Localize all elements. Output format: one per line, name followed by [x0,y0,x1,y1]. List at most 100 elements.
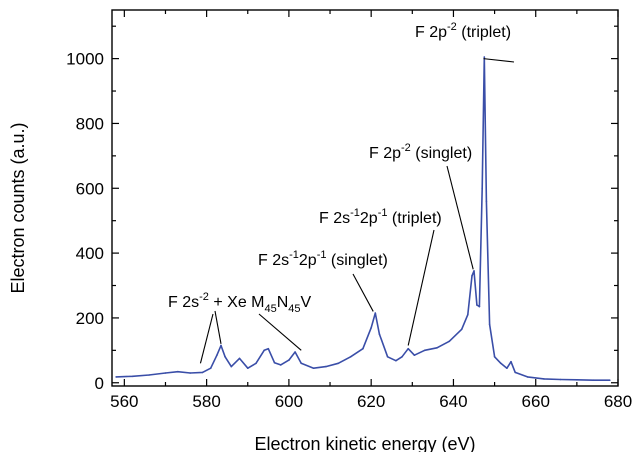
spectrum-point [337,362,340,365]
spectrum-point [526,376,529,378]
spectrum-point [220,344,222,347]
spectrum-point [609,379,611,382]
spectrum-point [201,371,204,374]
spectrum-point [177,370,179,373]
x-tick-label: 580 [192,392,220,411]
spectrum-point [115,376,117,378]
annotation-text: F 2s [258,252,289,269]
spectrum-point [448,340,451,343]
y-axis-title: Electron counts (a.u.) [8,122,28,293]
spectrum-point [460,328,463,331]
spectrum-point [349,356,352,358]
axes [111,9,619,387]
annotation-text: F 2s [168,294,199,311]
annotation-text: + Xe M [209,294,265,311]
spectrum-point [436,347,438,349]
spectrum-point [473,270,475,272]
spectrum-point [189,372,191,374]
spectrum-point [476,304,478,306]
annotation-label: F 2s-12p-1 (triplet) [319,207,442,227]
annotation-text: F 2p [369,145,401,162]
annotation-text: 2p [299,252,317,269]
annotation-leader-line [407,229,435,346]
annotation-text: (triplet) [457,24,511,41]
spectrum-point [506,367,508,370]
spectrum-point [255,362,257,365]
annotation-text: F 2s [319,210,350,227]
annotation-text: V [301,294,312,311]
spectrum-point [263,349,266,352]
x-tick-label: 560 [110,392,138,411]
annotation-label: F 2p-2 (triplet) [415,21,511,41]
plot-frame [111,9,619,387]
spectrum-point [164,372,167,374]
annotation-text: F 2p [415,24,447,41]
x-tick-label: 620 [357,392,385,411]
spectrum-point [510,360,512,363]
spectrum-point [559,378,562,381]
y-tick-label: 200 [76,309,104,328]
spectrum-point [378,333,381,335]
annotation-superscript: -1 [289,249,299,261]
x-tick-label: 660 [522,392,550,411]
x-tick-label: 600 [275,392,303,411]
spectrum-point [209,367,212,370]
spectrum-point [483,56,486,58]
x-tick-label: 680 [604,392,632,411]
spectrum-point [514,371,516,374]
y-tick-label: 800 [76,114,104,133]
annotation-leader-line [446,165,474,270]
annotation-text: (singlet) [411,145,472,162]
annotation-superscript: -2 [199,291,209,303]
annotation-superscript: -1 [350,207,360,219]
spectrum-point [131,375,134,378]
spectrum-point [300,362,303,365]
spectrum-point [407,347,410,350]
spectrum-point [148,374,150,376]
spectrum-point [471,275,473,277]
spectrum-point [500,362,502,365]
annotation-leader-line [258,313,302,351]
plot-area [115,56,611,382]
annotation-subscript: 45 [264,303,276,315]
annotation-leader-line [352,273,374,312]
spectrum-point [247,367,249,370]
spectrum-point [325,365,327,368]
annotation-superscript: -1 [317,249,327,261]
spectrum-point [224,356,226,358]
annotation-leader-line [199,313,214,364]
ticks: 560 580 600 620 640 660 680 0 200 400 600 800 1000 [66,10,632,411]
spectrum-point [493,356,496,358]
spectrum-point [576,379,578,381]
y-tick-label: 400 [76,244,104,263]
annotation-superscript: -2 [447,21,457,33]
spectrum-point [488,323,491,326]
annotation-label: F 2p-2 (singlet) [369,142,472,162]
spectrum-point [279,364,282,366]
annotation-label: F 2s-12p-1 (singlet) [258,249,388,269]
annotation-leader-line [483,58,515,63]
spectrum-point [481,187,484,190]
annotation-superscript: -1 [378,207,388,219]
spectrum-point [230,365,233,368]
annotation-label: F 2s-2 + Xe M45N45V [168,291,312,315]
spectrum-point [413,354,416,357]
y-tick-label: 0 [95,374,104,393]
annotations: F 2p-2 (triplet)F 2p-2 (singlet)F 2s-12p… [168,21,515,364]
spectrum-point [362,347,364,350]
spectrum-point [374,312,377,314]
annotation-leader-line [214,310,222,344]
spectrum-point [370,326,373,329]
spectrum-point [386,356,389,358]
x-tick-label: 640 [439,392,467,411]
spectrum-point [592,379,595,382]
spectrum-point [543,378,545,380]
spectrum-point [423,349,426,352]
annotation-text: 2p [360,210,378,227]
spectrum-point [485,200,488,202]
spectrum-point [467,313,469,316]
spectrum-point [273,361,276,364]
spectrum-point [401,356,403,358]
y-tick-label: 600 [76,179,104,198]
